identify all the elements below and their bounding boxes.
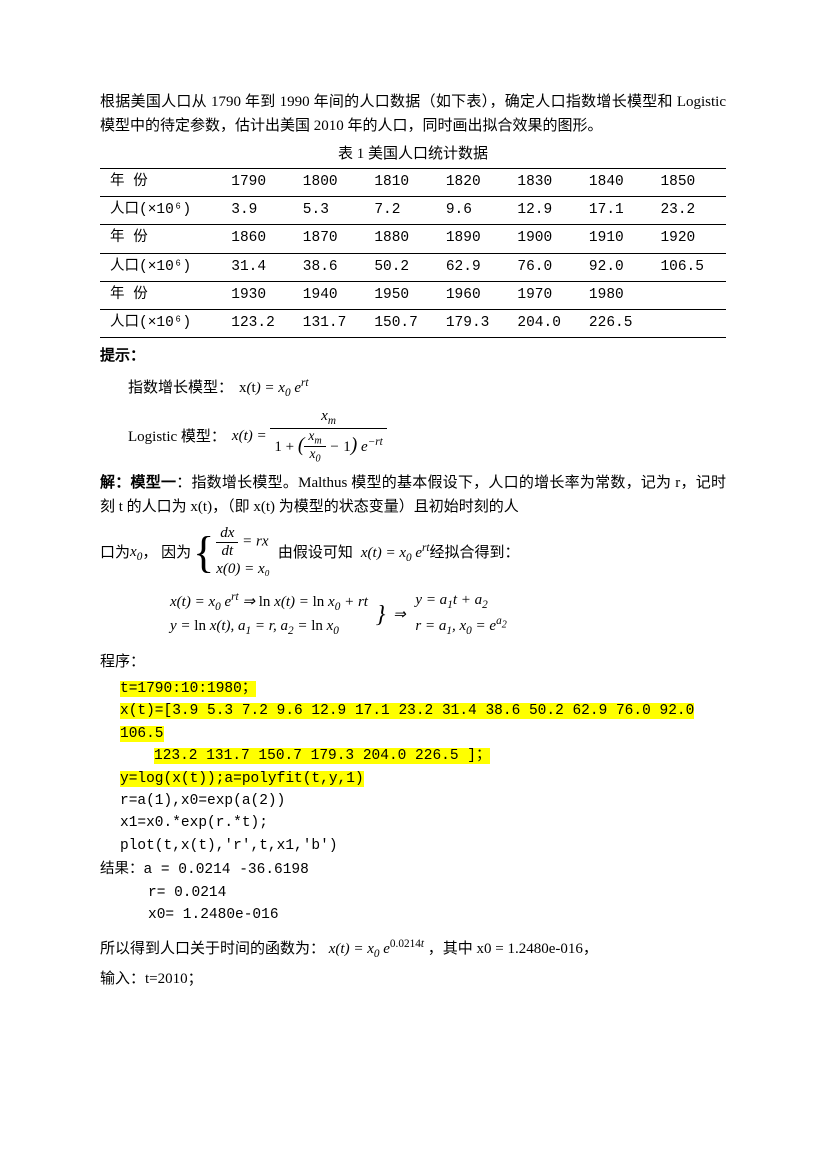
cell: 1800 [297,169,369,197]
result-r: r= 0.0214 [100,882,726,904]
ode-system: dxdt = rx x(0) = x₀ [216,525,270,580]
table-row: 年 份 1790 1800 1810 1820 1830 1840 1850 [100,169,726,197]
solution-paragraph-1: 解：模型一：指数增长模型。Malthus 模型的基本假设下，人口的增长率为常数，… [100,471,726,519]
cell: 9.6 [440,197,512,225]
code-line: t=1790:10:1980； [120,681,256,697]
exp-model-formula: x(t) = x0 ert [239,374,309,402]
cell: 1840 [583,169,655,197]
code-line: x(t)=[3.9 5.3 7.2 9.6 12.9 17.1 23.2 31.… [120,703,694,741]
code-line: plot(t,x(t),'r',t,x1,'b') [118,835,726,857]
x0-symbol: x0 [130,540,142,566]
cell: 1960 [440,281,512,309]
code-line: x1=x0.*exp(r.*t); [118,812,726,834]
table-row: 年 份 1930 1940 1950 1960 1970 1980 [100,281,726,309]
table-row: 人口(×10⁶) 123.2 131.7 150.7 179.3 204.0 2… [100,309,726,337]
cell: 3.9 [225,197,297,225]
text: 口为 [100,541,130,565]
code-line: 123.2 131.7 150.7 179.3 204.0 226.5 ]； [154,748,490,764]
text: ， 因为 [142,541,191,565]
cell: 1860 [225,225,297,253]
cell: 1920 [654,225,726,253]
exp-model-label: 指数增长模型： [128,376,239,400]
result-x0: x0= 1.2480e-016 [100,904,726,926]
input-line: 输入：t=2010； [100,967,726,991]
cell: 17.1 [583,197,655,225]
conclusion-paragraph: 所以得到人口关于时间的函数为： x(t) = x0 e0.0214t ，其中 x… [100,935,726,963]
code-line: r=a(1),x0=exp(a(2)) [118,790,726,812]
cell: 1810 [368,169,440,197]
cell: 38.6 [297,253,369,281]
code-line: y=log(x(t));a=polyfit(t,y,1) [120,771,364,787]
year-label: 年 份 [100,281,225,309]
table-row: 人口(×10⁶) 31.4 38.6 50.2 62.9 76.0 92.0 1… [100,253,726,281]
derivation-formula: x(t) = x0 ert ⇒ ln x(t) = ln x0 + rt y =… [170,590,726,640]
cell: 5.3 [297,197,369,225]
cell: 1980 [583,281,655,309]
cell: 1870 [297,225,369,253]
cell: 7.2 [368,197,440,225]
solution-text: ：指数增长模型。Malthus 模型的基本假设下，人口的增长率为常数，记为 r，… [100,475,726,515]
cell: 31.4 [225,253,297,281]
cell: 1890 [440,225,512,253]
table-row: 年 份 1860 1870 1880 1890 1900 1910 1920 [100,225,726,253]
population-table: 年 份 1790 1800 1810 1820 1830 1840 1850 人… [100,168,726,338]
intro-paragraph: 根据美国人口从 1790 年到 1990 年间的人口数据（如下表），确定人口指数… [100,90,726,138]
pop-label: 人口(×10⁶) [100,309,225,337]
cell: 1930 [225,281,297,309]
exp-solution: x(t) = x0 ert [361,539,430,567]
text: 由假设可知 [270,541,361,565]
cell: 179.3 [440,309,512,337]
pop-label: 人口(×10⁶) [100,197,225,225]
cell: 226.5 [583,309,655,337]
cell: 150.7 [368,309,440,337]
table-caption: 表 1 美国人口统计数据 [100,142,726,166]
cell: 1950 [368,281,440,309]
final-formula: x(t) = x0 e0.0214t [329,941,424,957]
cell: 1940 [297,281,369,309]
cell: 1970 [511,281,583,309]
cell: 131.7 [297,309,369,337]
text: 经拟合得到： [430,541,520,565]
program-label: 程序： [100,650,726,674]
cell: 62.9 [440,253,512,281]
cell: 50.2 [368,253,440,281]
result-a: 结果：a = 0.0214 -36.6198 [100,859,726,881]
text: ，其中 x0 = 1.2480e-016， [428,941,598,957]
cell: 1850 [654,169,726,197]
pop-label: 人口(×10⁶) [100,253,225,281]
cell: 1910 [583,225,655,253]
cell [654,281,726,309]
cell [654,309,726,337]
left-brace-icon: { [193,531,214,575]
cell: 23.2 [654,197,726,225]
results-block: 结果：a = 0.0214 -36.6198 r= 0.0214 x0= 1.2… [100,859,726,926]
logistic-model-formula: x(t) = xm 1 + (xmx0 − 1) e−rt [232,408,387,465]
year-label: 年 份 [100,169,225,197]
logistic-model-label: Logistic 模型： [128,425,232,449]
cell: 1820 [440,169,512,197]
cell: 76.0 [511,253,583,281]
solution-lead: 解：模型一 [100,474,176,491]
cell: 106.5 [654,253,726,281]
text: 所以得到人口关于时间的函数为： [100,941,325,957]
table-row: 人口(×10⁶) 3.9 5.3 7.2 9.6 12.9 17.1 23.2 [100,197,726,225]
cell: 1880 [368,225,440,253]
matlab-code: t=1790:10:1980； x(t)=[3.9 5.3 7.2 9.6 12… [118,678,726,858]
cell: 123.2 [225,309,297,337]
cell: 204.0 [511,309,583,337]
cell: 92.0 [583,253,655,281]
solution-paragraph-2: 口为 x0 ， 因为 { dxdt = rx x(0) = x₀ 由假设可知 x… [100,525,726,580]
cell: 1830 [511,169,583,197]
cell: 1790 [225,169,297,197]
cell: 1900 [511,225,583,253]
hint-label: 提示： [100,344,726,368]
year-label: 年 份 [100,225,225,253]
cell: 12.9 [511,197,583,225]
